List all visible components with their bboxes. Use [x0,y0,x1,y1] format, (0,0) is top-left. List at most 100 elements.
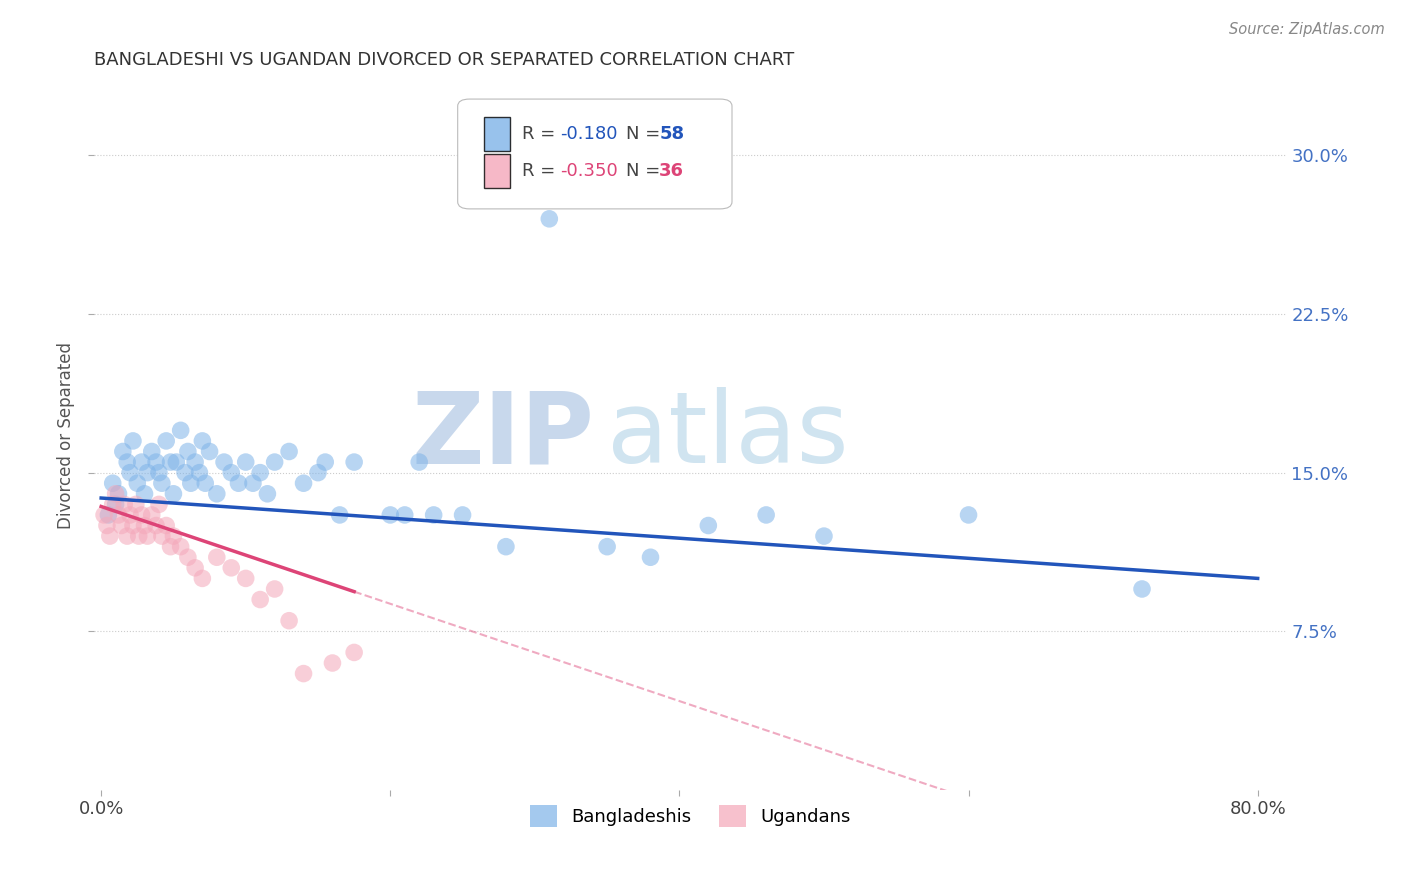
Point [957,508,980,522]
Point [141,508,163,522]
Point [96,518,118,533]
Point [188,466,211,480]
Point [263,455,285,469]
Point [249,466,271,480]
Point [697,518,720,533]
Point [159,455,181,469]
Text: R =: R = [522,162,561,180]
Point [120,466,142,480]
Point [1130,582,1153,596]
Point [219,466,242,480]
Point [150,476,173,491]
Text: atlas: atlas [607,387,848,484]
Point [180,476,202,491]
Point [162,529,184,543]
Point [162,487,184,501]
Point [104,487,127,501]
Point [235,571,257,585]
Point [134,487,156,501]
Text: -0.180: -0.180 [560,126,617,144]
Point [150,529,173,543]
Point [235,455,257,469]
Point [278,444,301,458]
Point [115,529,138,543]
Point [136,529,159,543]
Point [174,466,197,480]
Point [278,614,301,628]
Point [205,550,228,565]
Point [134,518,156,533]
Text: BANGLADESHI VS UGANDAN DIVORCED OR SEPARATED CORRELATION CHART: BANGLADESHI VS UGANDAN DIVORCED OR SEPAR… [94,51,794,69]
FancyBboxPatch shape [484,154,510,188]
Point [131,508,153,522]
Point [249,592,271,607]
Point [228,476,250,491]
Point [191,434,214,448]
Point [329,508,352,522]
Point [184,561,207,575]
Point [112,497,135,511]
Point [125,497,148,511]
Point [451,508,474,522]
Point [141,444,163,458]
Text: ZIP: ZIP [412,387,595,484]
Point [136,466,159,480]
Point [120,508,142,522]
Point [104,497,127,511]
Point [101,476,124,491]
Point [755,508,778,522]
Text: 58: 58 [659,126,685,144]
Point [292,476,315,491]
Point [263,582,285,596]
Text: -0.350: -0.350 [560,162,619,180]
FancyBboxPatch shape [484,118,510,152]
Point [256,487,278,501]
Text: R =: R = [522,126,561,144]
Point [159,540,181,554]
Y-axis label: Divorced or Separated: Divorced or Separated [58,343,75,529]
Point [422,508,444,522]
Point [640,550,662,565]
FancyBboxPatch shape [458,99,733,209]
Point [408,455,430,469]
Point [128,529,150,543]
Point [219,561,242,575]
Point [148,466,170,480]
Point [495,540,517,554]
Point [292,666,315,681]
Point [169,423,191,437]
Point [813,529,835,543]
Point [242,476,264,491]
Point [212,455,235,469]
Point [321,656,343,670]
Point [343,455,366,469]
Text: N =: N = [626,162,666,180]
Text: Source: ZipAtlas.com: Source: ZipAtlas.com [1229,22,1385,37]
Point [177,444,200,458]
Point [148,497,170,511]
Text: 36: 36 [659,162,685,180]
Point [596,540,619,554]
Point [538,211,561,226]
Point [107,508,129,522]
Point [115,455,138,469]
Text: N =: N = [626,126,666,144]
Point [98,529,121,543]
Point [97,508,120,522]
Point [107,487,129,501]
Point [198,444,221,458]
Legend: Bangladeshis, Ugandans: Bangladeshis, Ugandans [523,797,858,834]
Point [177,550,200,565]
Point [205,487,228,501]
Point [101,497,124,511]
Point [145,455,167,469]
Point [184,455,207,469]
Point [122,434,145,448]
Point [191,571,214,585]
Point [307,466,329,480]
Point [131,455,153,469]
Point [110,518,132,533]
Point [145,518,167,533]
Point [194,476,217,491]
Point [169,540,191,554]
